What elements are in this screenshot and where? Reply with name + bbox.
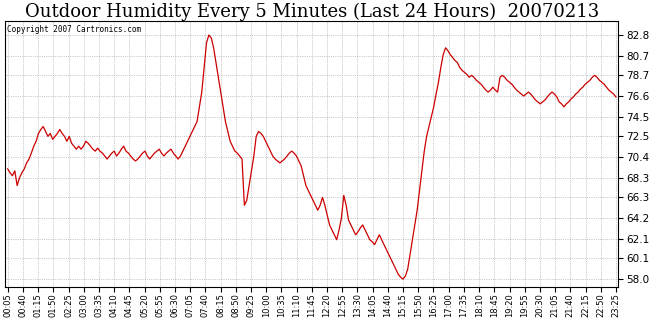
Text: Copyright 2007 Cartronics.com: Copyright 2007 Cartronics.com <box>7 25 141 34</box>
Title: Outdoor Humidity Every 5 Minutes (Last 24 Hours)  20070213: Outdoor Humidity Every 5 Minutes (Last 2… <box>25 3 599 21</box>
